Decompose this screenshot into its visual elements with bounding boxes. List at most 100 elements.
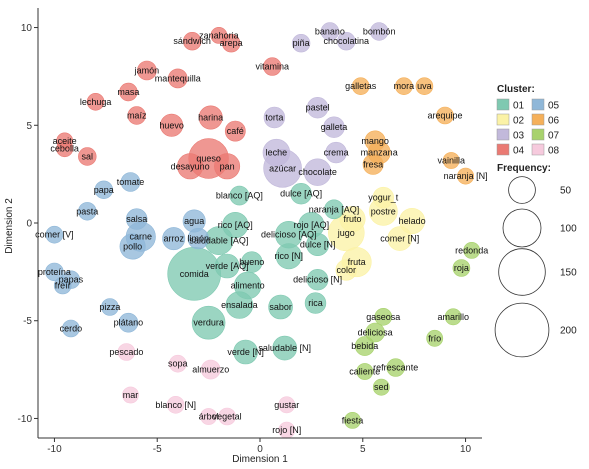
point-label: masa bbox=[117, 87, 139, 97]
x-tick-label: 0 bbox=[257, 444, 263, 455]
bubble-dulce [AQ] bbox=[290, 183, 312, 205]
point-label: queso bbox=[196, 154, 221, 164]
bubble-desayuno bbox=[177, 153, 204, 180]
point-label: fruta bbox=[348, 257, 366, 267]
bubble-arroz bbox=[162, 227, 186, 251]
point-label: amarillo bbox=[437, 312, 469, 322]
bubble-pizza bbox=[101, 298, 119, 316]
point-label: color bbox=[337, 265, 357, 275]
point-label: pollo bbox=[123, 242, 142, 252]
size-legend-label: 200 bbox=[560, 326, 577, 337]
point-label: bebida bbox=[351, 341, 378, 351]
size-legend-circle bbox=[494, 302, 550, 358]
legend-swatch-07 bbox=[531, 128, 545, 141]
point-label: azúcar bbox=[269, 163, 296, 173]
point-label: saludable [N] bbox=[258, 343, 311, 353]
point-label: papas bbox=[59, 275, 84, 285]
bubble-mantequilla bbox=[168, 68, 188, 89]
point-label: limón bbox=[188, 234, 210, 244]
point-label: cebolla bbox=[50, 144, 79, 154]
bubble-bombón bbox=[370, 22, 389, 41]
legend-swatch-05 bbox=[531, 98, 545, 111]
bubble-ensalada bbox=[225, 291, 254, 319]
bubble-rico [AQ] bbox=[222, 212, 249, 239]
point-label: verde [AQ] bbox=[206, 261, 249, 271]
size-legend-label: 100 bbox=[560, 224, 577, 235]
bubble-limón bbox=[187, 227, 210, 250]
bubble-mango bbox=[364, 130, 386, 152]
point-label: galletas bbox=[345, 81, 377, 91]
point-label: blanco [N] bbox=[155, 400, 196, 410]
bubble-salsa bbox=[125, 208, 148, 230]
point-label: arequipe bbox=[427, 111, 462, 121]
bubble-torta bbox=[263, 106, 286, 129]
bubble-galletas bbox=[351, 77, 370, 95]
legend-label: 03 bbox=[513, 131, 525, 142]
bubble-caliente bbox=[356, 363, 374, 380]
bubble-verdura bbox=[191, 305, 226, 340]
bubble-dulce [N] bbox=[306, 233, 330, 257]
y-tick-label: 10 bbox=[21, 23, 33, 34]
point-label: huevo bbox=[159, 120, 184, 130]
bubble-bueno bbox=[241, 251, 263, 273]
bubble-blanco [N] bbox=[166, 395, 185, 414]
bubble-deliciosa bbox=[365, 322, 385, 343]
point-label: gaseosa bbox=[366, 312, 400, 322]
bubble-refrescante bbox=[386, 358, 405, 377]
legend-label: 06 bbox=[548, 116, 560, 127]
bubble-fresa bbox=[362, 153, 384, 175]
point-label: bueno bbox=[239, 257, 264, 267]
y-axis-title: Dimension 2 bbox=[4, 198, 15, 254]
legend-label: 07 bbox=[548, 131, 560, 142]
bubble-yogur_t bbox=[372, 186, 394, 209]
bubble-freír bbox=[53, 276, 72, 295]
bubble-helado bbox=[399, 208, 426, 235]
bubble-pan bbox=[214, 153, 241, 180]
point-label: harina bbox=[198, 113, 223, 123]
bubble-zanahoria bbox=[210, 27, 228, 44]
point-label: mora bbox=[394, 81, 415, 91]
point-label: roja bbox=[454, 263, 469, 273]
bubble-comer [V] bbox=[45, 225, 64, 244]
bubble-sopa bbox=[169, 354, 187, 373]
point-label: pastel bbox=[306, 103, 330, 113]
bubble-almuerzo bbox=[200, 359, 221, 380]
bubble-sándwich bbox=[183, 32, 202, 51]
cluster-legend-title: Cluster: bbox=[497, 84, 535, 95]
point-label: rojo [N] bbox=[272, 425, 301, 435]
bubble-delicioso [N] bbox=[306, 269, 329, 291]
point-label: chocolate bbox=[298, 167, 337, 177]
point-label: fresa bbox=[363, 159, 383, 169]
bubble-verde [N] bbox=[233, 339, 258, 365]
bubble-arequipe bbox=[436, 106, 454, 125]
bubble-gustar bbox=[278, 396, 296, 414]
legend-label: 01 bbox=[513, 101, 525, 112]
point-label: árbol bbox=[199, 412, 219, 422]
bubble-tomate bbox=[120, 172, 141, 192]
bubble-maíz bbox=[127, 106, 146, 125]
point-label: papa bbox=[94, 185, 114, 195]
point-label: galleta bbox=[321, 122, 348, 132]
legend-label: 08 bbox=[548, 146, 560, 157]
point-label: chocolatina bbox=[324, 36, 370, 46]
bubble-huevo bbox=[160, 113, 184, 137]
point-label: rojo [AQ] bbox=[294, 220, 330, 230]
point-label: arepa bbox=[220, 38, 243, 48]
point-label: fruto bbox=[343, 214, 361, 224]
point-label: caliente bbox=[349, 367, 380, 377]
bubble-chocolate bbox=[303, 158, 332, 186]
point-label: sal bbox=[82, 152, 94, 162]
legend-swatch-02 bbox=[496, 113, 510, 126]
bubble-mora bbox=[395, 77, 413, 95]
bubble-masa bbox=[119, 82, 138, 102]
bubble-cerdo bbox=[62, 319, 80, 338]
bubble-fruto bbox=[339, 206, 366, 233]
bubble-pastel bbox=[306, 96, 329, 119]
bubble-roja bbox=[452, 259, 471, 277]
point-label: leche bbox=[266, 148, 288, 158]
point-label: dulce [AQ] bbox=[280, 189, 322, 199]
point-label: deliciosa bbox=[358, 328, 393, 338]
x-tick-label: -10 bbox=[47, 444, 62, 455]
bubble-sed bbox=[372, 378, 390, 396]
